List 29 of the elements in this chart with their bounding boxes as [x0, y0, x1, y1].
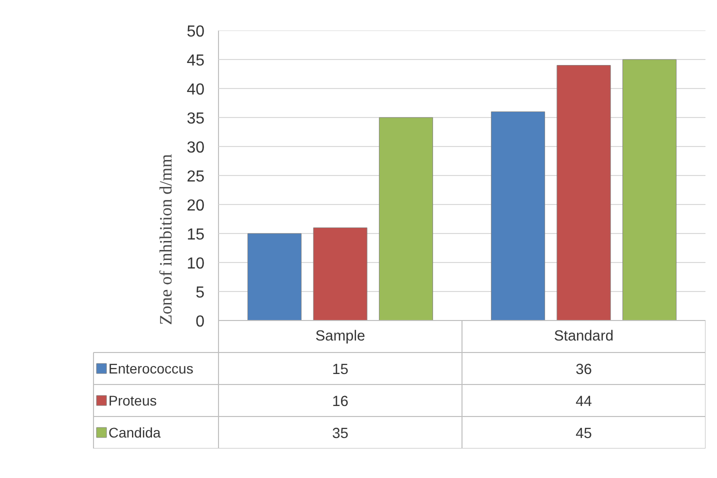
data-label: 35: [332, 426, 348, 442]
legend-label: Enterococcus: [108, 360, 194, 376]
bar: [490, 111, 546, 321]
y-tick-label: 40: [186, 82, 205, 98]
y-tick-label: 35: [186, 110, 205, 128]
data-label: 16: [332, 394, 348, 410]
y-axis-title: Zone of inhibition d/mm: [156, 154, 176, 325]
y-tick-label: 10: [186, 256, 205, 272]
y-tick-label: 50: [186, 24, 205, 40]
data-label: 15: [332, 362, 348, 378]
bar: [556, 65, 611, 321]
bar: [378, 117, 434, 321]
y-tick-label: 30: [186, 140, 205, 156]
bar: [247, 233, 302, 321]
data-label: 45: [576, 426, 592, 442]
bar: [313, 227, 368, 321]
y-tick-label: 25: [186, 168, 205, 186]
bar: [622, 59, 677, 321]
y-tick-label: 15: [186, 226, 205, 244]
y-tick-label: 0: [196, 314, 205, 330]
x-tick-label: Sample: [315, 328, 366, 344]
y-tick-label: 45: [186, 52, 205, 70]
legend-label: Candida: [108, 424, 161, 440]
legend-label: Proteus: [108, 392, 157, 408]
data-label: 36: [576, 362, 592, 378]
x-tick-label: Standard: [554, 328, 614, 344]
data-label: 44: [576, 394, 592, 410]
y-tick-label: 20: [186, 198, 205, 214]
y-tick-label: 5: [196, 284, 205, 302]
